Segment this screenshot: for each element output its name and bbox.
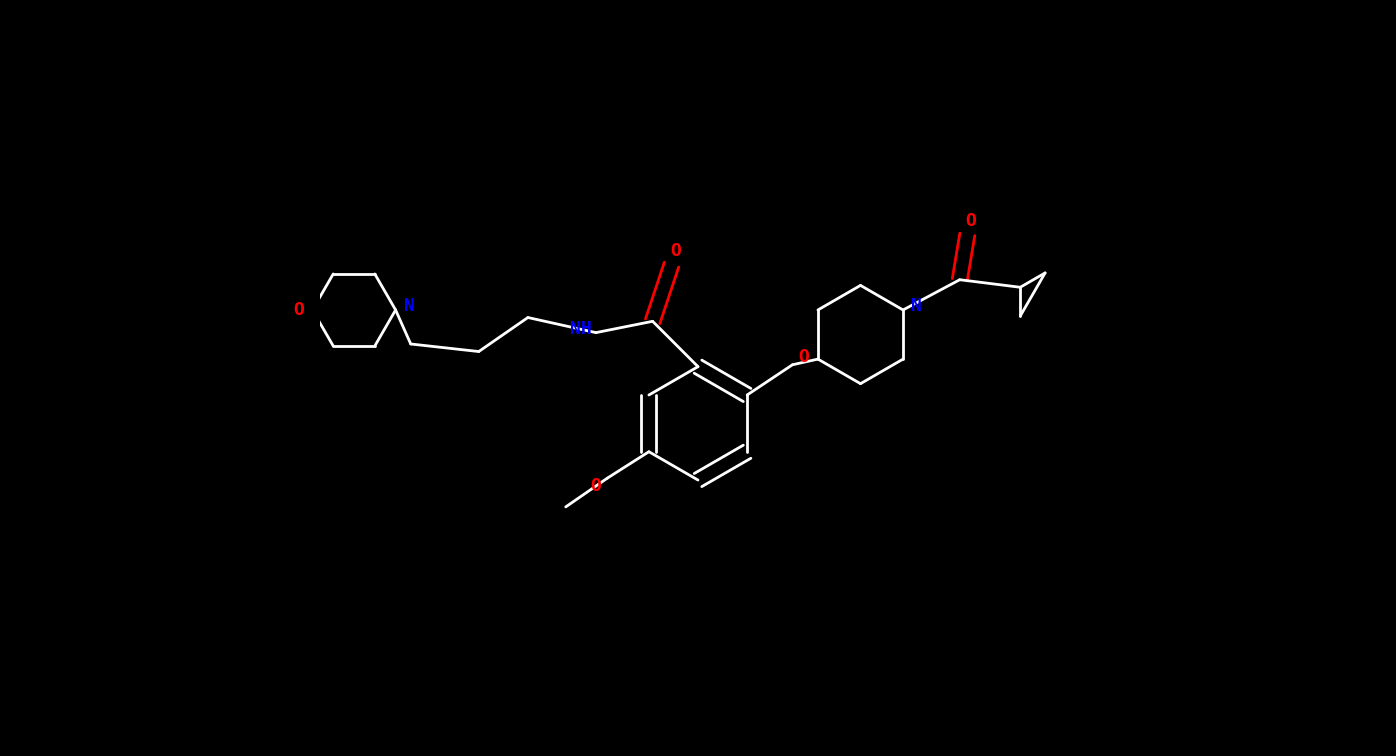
Text: O: O xyxy=(670,242,681,260)
Text: O: O xyxy=(966,212,977,230)
Text: N: N xyxy=(403,297,415,315)
Text: O: O xyxy=(591,477,602,494)
Text: N: N xyxy=(912,297,923,315)
Text: O: O xyxy=(799,349,810,366)
Text: NH: NH xyxy=(570,320,592,338)
Text: O: O xyxy=(293,301,304,319)
